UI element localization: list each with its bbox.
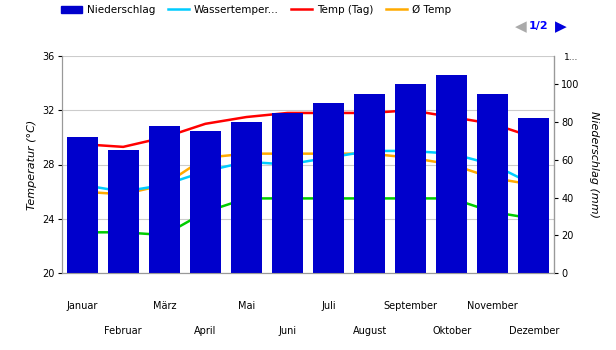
Bar [272, 113, 303, 273]
Bar [67, 137, 97, 273]
Y-axis label: Niederschlag (mm): Niederschlag (mm) [589, 111, 599, 218]
Bar [149, 126, 180, 273]
Text: 1...: 1... [564, 53, 578, 62]
Bar [190, 132, 221, 273]
Legend: Niederschlag, Wassertemper..., Temp (Tag), Ø Temp: Niederschlag, Wassertemper..., Temp (Tag… [57, 0, 456, 19]
Bar [477, 94, 508, 273]
Text: Februar: Februar [104, 326, 142, 336]
Text: April: April [194, 326, 216, 336]
Text: Januar: Januar [67, 301, 98, 311]
Text: August: August [352, 326, 387, 336]
Text: Dezember: Dezember [509, 326, 559, 336]
Bar [354, 94, 385, 273]
Bar [436, 75, 467, 273]
Text: 1/2: 1/2 [529, 21, 549, 31]
Text: März: März [153, 301, 176, 311]
Text: Juni: Juni [278, 326, 296, 336]
Text: ▶: ▶ [554, 19, 567, 34]
Bar [108, 150, 139, 273]
Bar [519, 118, 549, 273]
Bar [231, 122, 262, 273]
Text: September: September [384, 301, 437, 311]
Text: Mai: Mai [238, 301, 255, 311]
Text: Oktober: Oktober [432, 326, 471, 336]
Text: ◀: ◀ [514, 19, 527, 34]
Y-axis label: Temperatur (°C): Temperatur (°C) [26, 119, 37, 210]
Bar [395, 84, 426, 273]
Text: Juli: Juli [321, 301, 336, 311]
Bar [313, 103, 344, 273]
Text: November: November [468, 301, 518, 311]
